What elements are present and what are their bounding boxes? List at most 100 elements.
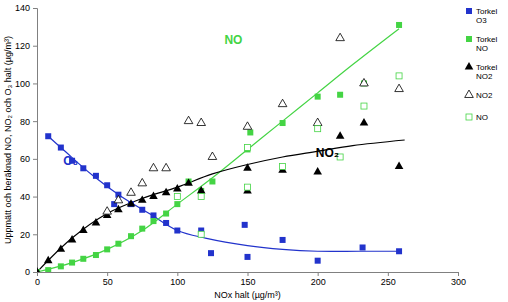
y-tick-label: 80 [20, 117, 30, 127]
point [80, 256, 86, 262]
x-axis-title: NOx halt (µg/m³) [214, 290, 281, 300]
point [184, 178, 193, 185]
y-tick: 40 [20, 192, 37, 202]
model-line [37, 29, 399, 272]
point [114, 205, 123, 212]
legend-item: TorkelO3 [466, 7, 498, 25]
point [127, 188, 136, 195]
x-tick-mark [318, 272, 319, 276]
x-tick-label: 0 [35, 277, 40, 287]
y-tick-label: 100 [15, 79, 30, 89]
point [315, 126, 321, 132]
x-tick: 150 [240, 272, 255, 287]
y-tick-label: 120 [15, 41, 30, 51]
y-tick-mark [33, 46, 37, 47]
point [278, 99, 287, 106]
y-tick-mark [33, 197, 37, 198]
point [93, 173, 99, 179]
point [45, 133, 51, 139]
point [114, 195, 123, 202]
y-tick-mark [33, 83, 37, 84]
point [69, 260, 75, 266]
x-tick-label: 100 [170, 277, 185, 287]
legend-label: NO2 [476, 91, 493, 100]
x-tick-label: 250 [381, 277, 396, 287]
point [57, 244, 66, 251]
point [360, 244, 366, 250]
point [68, 235, 77, 242]
legend-label: TorkelNO [476, 35, 498, 53]
model-line [48, 136, 399, 251]
point [247, 129, 253, 135]
annotation: NO₂ [316, 146, 339, 160]
x-tick-mark [248, 272, 249, 276]
point [128, 233, 134, 239]
legend-item: TorkelNO2 [465, 62, 498, 81]
point [173, 184, 182, 191]
point [360, 118, 369, 125]
point [245, 184, 251, 190]
point [80, 165, 86, 171]
point [138, 178, 147, 185]
x-tick: 100 [170, 272, 185, 287]
point [197, 118, 206, 125]
point [44, 256, 53, 263]
legend-marker [465, 90, 474, 97]
point [243, 163, 252, 170]
point [208, 152, 217, 159]
annotation: NO [224, 33, 242, 47]
y-tick: 140 [15, 3, 37, 13]
point [174, 201, 180, 207]
point [45, 267, 51, 272]
y-tick: 80 [20, 117, 37, 127]
legend-item: NO [466, 113, 488, 122]
y-tick-mark [33, 8, 37, 9]
point [360, 78, 369, 85]
x-axis: 0 50 100 150 200 250 300 [35, 272, 466, 287]
x-tick-mark [177, 272, 178, 276]
y-tick-label: 0 [25, 267, 30, 277]
point [162, 163, 171, 170]
x-tick: 300 [451, 272, 466, 287]
point [336, 131, 345, 138]
y-tick-label: 60 [20, 154, 30, 164]
point [396, 248, 402, 254]
point [280, 163, 286, 169]
y-tick-label: 20 [20, 230, 30, 240]
point [198, 194, 204, 200]
point [139, 226, 145, 232]
point [104, 246, 110, 252]
point-series [103, 33, 403, 214]
point [197, 186, 206, 193]
point [93, 252, 99, 258]
point [92, 218, 101, 225]
y-tick: 120 [15, 41, 37, 51]
y-axis-title: Uppmätt och beräknad NO, NO₂ och O₃ halt… [3, 36, 13, 244]
legend-item: NO2 [465, 90, 493, 100]
point [150, 218, 156, 224]
legend-item: TorkelNO [466, 35, 498, 53]
point-series [37, 118, 403, 272]
x-tick-label: 50 [103, 277, 113, 287]
y-tick-label: 140 [15, 3, 30, 13]
chart: 0 50 100 150 200 250 300 0 20 40 60 80 100 120 140 NOx … [0, 0, 508, 302]
x-tick: 200 [311, 272, 326, 287]
point [396, 73, 402, 79]
point [280, 237, 286, 243]
y-tick: 100 [15, 79, 37, 89]
point [139, 207, 145, 213]
point [361, 103, 367, 109]
y-tick-mark [33, 121, 37, 122]
legend-marker [466, 8, 472, 14]
model-line [37, 140, 405, 272]
point [174, 228, 180, 234]
x-axis-line [38, 273, 459, 277]
y-tick-mark [33, 272, 37, 273]
y-tick-mark [33, 234, 37, 235]
legend: TorkelO3 TorkelNO TorkelNO2 NO2 NO [465, 7, 498, 122]
point [149, 163, 158, 170]
point [104, 182, 110, 188]
x-tick-label: 200 [311, 277, 326, 287]
point [396, 22, 402, 28]
point [163, 211, 169, 217]
